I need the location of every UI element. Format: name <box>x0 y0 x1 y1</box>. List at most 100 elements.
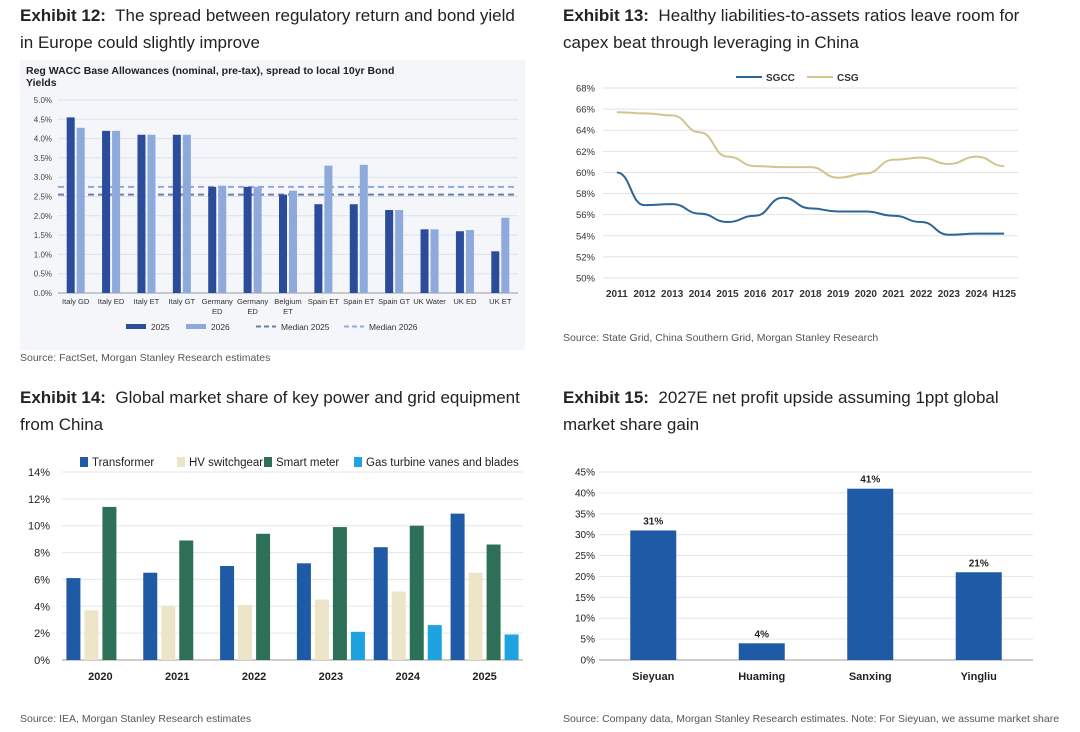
y-tick-label: 1.5% <box>34 231 52 240</box>
y-tick-label: 4.5% <box>34 115 52 124</box>
bar <box>847 488 894 660</box>
bar-2025 <box>137 134 146 293</box>
exhibit-14-source: Source: IEA, Morgan Stanley Research est… <box>20 713 252 725</box>
data-label: 21% <box>969 558 989 569</box>
x-tick-label: Italy ED <box>98 297 125 306</box>
bar-2025 <box>349 204 358 293</box>
bar-hv-switchgear <box>468 572 483 660</box>
bar-gas-turbine-vanes-and-blades <box>427 625 442 660</box>
x-tick-label: 2012 <box>633 289 656 300</box>
bar-2025 <box>314 204 323 293</box>
y-tick-label: 2.0% <box>34 212 52 221</box>
bar-2025 <box>102 130 111 293</box>
x-tick-label: Italy ET <box>134 297 160 306</box>
y-tick-label: 3.5% <box>34 154 52 163</box>
x-tick-label: Italy GT <box>169 297 196 306</box>
x-tick-label: Sanxing <box>849 671 892 683</box>
y-tick-label: 5.0% <box>34 96 52 105</box>
y-tick-label: 1.0% <box>34 250 52 259</box>
bar-2026 <box>76 127 85 294</box>
data-label: 4% <box>755 629 770 640</box>
bar-hv-switchgear <box>84 610 99 660</box>
legend-label: Transformer <box>92 457 154 469</box>
y-tick-label: 2% <box>34 628 50 640</box>
x-tick-label: Huaming <box>738 671 785 683</box>
bar <box>738 643 785 660</box>
bar-gas-turbine-vanes-and-blades <box>504 634 519 660</box>
bar-2025 <box>385 210 394 293</box>
exhibit-14-title: Exhibit 14: Global market share of key p… <box>20 384 520 438</box>
bar-2026 <box>112 130 121 293</box>
y-tick-label: 15% <box>575 593 595 604</box>
y-tick-label: 40% <box>575 488 595 499</box>
y-tick-label: 5% <box>581 635 596 646</box>
y-tick-label: 64% <box>576 126 596 137</box>
exhibit-15-label: Exhibit 15: <box>563 388 649 407</box>
legend-swatch <box>177 457 185 467</box>
legend-swatch <box>126 324 146 329</box>
x-tick-label: ET <box>283 307 293 316</box>
x-tick-label: 2014 <box>689 289 712 300</box>
exhibit-14-chart: 0% 2% 4% 6% 8% 10% 12% 14% 2020 2021 2022 2023 2024 2… <box>20 452 530 692</box>
bar-gas-turbine-vanes-and-blades <box>350 631 365 660</box>
bar-transformer <box>66 578 81 660</box>
exhibit-13-source: Source: State Grid, China Southern Grid,… <box>563 332 879 344</box>
x-tick-label: 2015 <box>716 289 739 300</box>
exhibit-12-label: Exhibit 12: <box>20 6 106 25</box>
y-tick-label: 60% <box>576 168 596 179</box>
bar-smart-meter <box>102 506 117 660</box>
bar-smart-meter <box>179 540 194 660</box>
exhibit-13-label: Exhibit 13: <box>563 6 649 25</box>
x-tick-label: Germany <box>237 297 268 306</box>
y-tick-label: 25% <box>575 551 595 562</box>
bar <box>630 530 677 660</box>
bar-smart-meter <box>256 533 271 660</box>
legend-label: HV switchgear <box>189 457 263 469</box>
y-tick-label: 2.5% <box>34 193 52 202</box>
y-tick-label: 3.0% <box>34 173 52 182</box>
x-tick-label: UK ED <box>453 297 477 306</box>
x-tick-label: 2020 <box>855 289 878 300</box>
bar-2025 <box>172 134 181 293</box>
x-tick-label: ED <box>247 307 258 316</box>
series-line-sgcc <box>616 171 1005 236</box>
data-label: 31% <box>643 516 663 527</box>
x-tick-label: 2021 <box>165 671 189 683</box>
y-tick-label: 10% <box>575 614 595 625</box>
x-tick-label: 2011 <box>606 289 628 300</box>
legend-swatch <box>264 457 272 467</box>
x-tick-label: 2013 <box>661 289 684 300</box>
series-line-csg <box>616 111 1005 179</box>
y-tick-label: 66% <box>576 105 596 116</box>
chart-background <box>20 60 525 350</box>
y-tick-label: 50% <box>576 274 596 285</box>
chart-title: Yields <box>26 77 57 89</box>
y-tick-label: 14% <box>28 467 50 479</box>
x-tick-label: Yingliu <box>961 671 997 683</box>
legend-label: Gas turbine vanes and blades <box>366 457 519 469</box>
y-tick-label: 54% <box>576 231 596 242</box>
bar-smart-meter <box>332 527 347 660</box>
exhibit-13-title: Exhibit 13: Healthy liabilities-to-asset… <box>563 2 1063 56</box>
y-tick-label: 4% <box>34 601 50 613</box>
x-tick-label: Spain ET <box>343 297 375 306</box>
bar-2026 <box>253 186 262 293</box>
bar-transformer <box>296 563 311 660</box>
exhibit-12-title: Exhibit 12: The spread between regulator… <box>20 2 530 56</box>
x-tick-label: Germany <box>202 297 233 306</box>
y-tick-label: 45% <box>575 468 595 479</box>
bar <box>955 572 1002 660</box>
exhibit-15-chart: 0% 5% 10% 15% 20% 25% 30% 35% 40% 45% 31% Sieyuan 4%… <box>575 468 1033 683</box>
y-tick-label: 58% <box>576 189 596 200</box>
bar-transformer <box>143 572 158 660</box>
legend-swatch <box>80 457 88 467</box>
x-tick-label: Italy GD <box>62 297 90 306</box>
x-tick-label: 2025 <box>472 671 496 683</box>
y-tick-label: 10% <box>28 521 50 533</box>
bar-2025 <box>455 231 464 293</box>
y-tick-label: 20% <box>575 572 595 583</box>
legend-swatch <box>354 457 362 467</box>
y-tick-label: 56% <box>576 210 596 221</box>
bar-hv-switchgear <box>391 591 406 660</box>
bar-2026 <box>430 229 439 293</box>
